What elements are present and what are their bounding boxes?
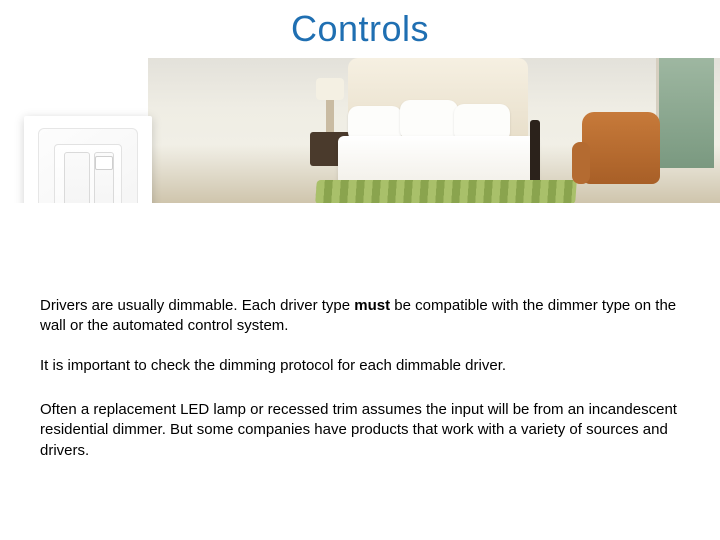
dimmer-product-card: Maestro® C·L: [24, 116, 152, 203]
hero-image-region: Maestro® C·L: [0, 58, 720, 203]
paragraph-1: Drivers are usually dimmable. Each drive…: [40, 296, 680, 337]
window-illustration: [656, 58, 714, 168]
rug-illustration: [315, 180, 577, 203]
slider-thumb-illustration: [95, 156, 113, 170]
lamp-illustration: [316, 78, 344, 100]
armchair-illustration: [582, 112, 660, 184]
rocker-illustration: [64, 152, 90, 203]
page-title: Controls: [0, 8, 720, 50]
paragraph-2: It is important to check the dimming pro…: [40, 356, 680, 376]
bedroom-illustration: [148, 58, 720, 203]
pillow-illustration: [400, 100, 458, 140]
paragraph-1-bold: must: [354, 297, 390, 314]
paragraph-1-pre: Drivers are usually dimmable. Each drive…: [40, 297, 354, 314]
lamp-base-illustration: [326, 100, 334, 134]
paragraph-3: Often a replacement LED lamp or recessed…: [40, 400, 680, 461]
